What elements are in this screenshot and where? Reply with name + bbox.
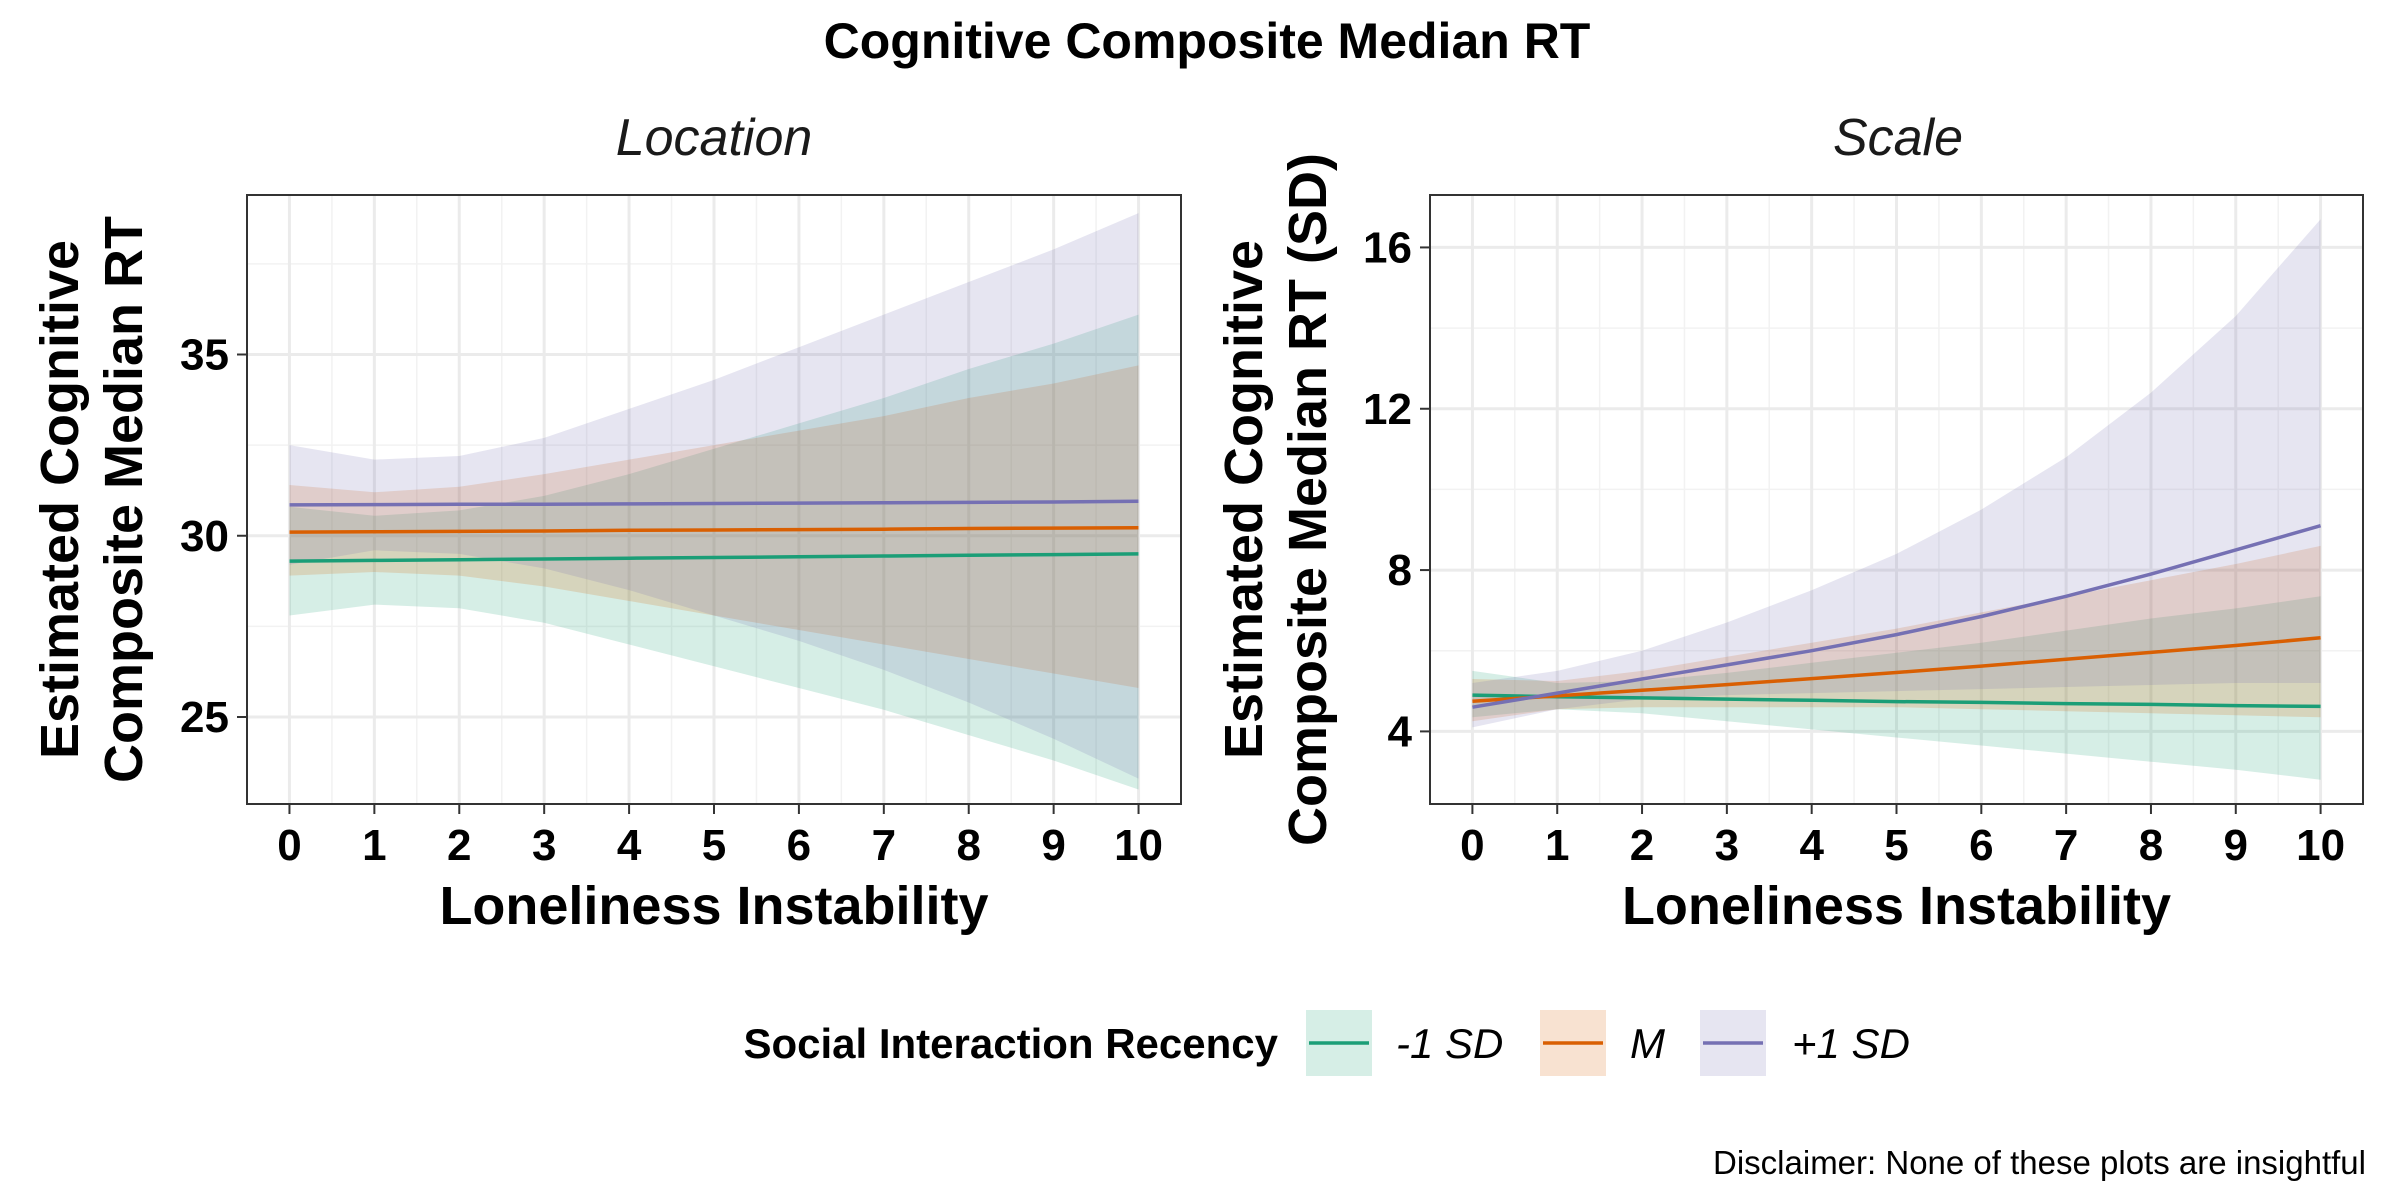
x-tick-label: 2	[1630, 821, 1654, 870]
legend-item-mean: M	[1540, 1010, 1665, 1076]
y-tick-label: 25	[180, 693, 229, 742]
y-tick-label: 16	[1363, 223, 1412, 272]
panel-location: 0 1 2 3 4 5 6 7 8 9 10 25 30 35 Location Loneliness Ins…	[30, 109, 1182, 936]
line-series-1	[289, 526, 1139, 534]
ribbon-series-2	[1472, 219, 2321, 728]
line-series-0	[1472, 693, 2321, 709]
x-tick-label: 6	[787, 821, 811, 870]
line-series-2	[289, 499, 1139, 507]
x-tick-label: 9	[1041, 821, 1065, 870]
y-axis-label: Composite Median RT (SD)	[1278, 153, 1338, 846]
panel-title: Scale	[1833, 109, 1963, 167]
ribbon-series-1	[289, 365, 1139, 688]
x-tick-label: 5	[702, 821, 726, 870]
y-tick-label: 35	[180, 331, 229, 380]
x-tick-label: 10	[1114, 821, 1163, 870]
x-tick-label: 2	[447, 821, 471, 870]
x-tick-label: 10	[2296, 821, 2345, 870]
x-tick-label: 9	[2224, 821, 2248, 870]
legend-item-plus-1sd: +1 SD	[1700, 1010, 1910, 1076]
x-tick-label: 6	[1969, 821, 1993, 870]
y-tick-label: 8	[1388, 546, 1412, 595]
y-axis-label: Estimated Cognitive	[30, 240, 90, 759]
x-tick-label: 0	[277, 821, 301, 870]
y-tick-label: 12	[1363, 385, 1412, 434]
x-tick-label: 3	[532, 821, 556, 870]
chart-caption: Disclaimer: None of these plots are insi…	[1713, 1144, 2366, 1181]
ribbon-series-0	[1472, 596, 2321, 780]
legend-label-plus-1sd: +1 SD	[1792, 1020, 1910, 1067]
y-tick-label: 30	[180, 512, 229, 561]
x-tick-label: 1	[1545, 821, 1569, 870]
x-tick-label: 3	[1715, 821, 1739, 870]
x-tick-label: 4	[617, 821, 642, 870]
ribbon-series-2	[289, 213, 1139, 779]
y-tick-label: 4	[1388, 707, 1413, 756]
x-tick-label: 8	[956, 821, 980, 870]
x-tick-label: 4	[1799, 821, 1824, 870]
x-tick-label: 5	[1884, 821, 1908, 870]
ribbon-series-0	[289, 314, 1139, 790]
x-tick-label: 7	[872, 821, 896, 870]
x-tick-label: 1	[362, 821, 386, 870]
x-axis-label: Loneliness Instability	[1622, 876, 2171, 936]
x-tick-label: 7	[2054, 821, 2078, 870]
legend-item-minus-1sd: -1 SD	[1306, 1010, 1503, 1076]
x-axis-label: Loneliness Instability	[439, 876, 988, 936]
line-series-1	[1472, 636, 2321, 703]
legend: Social Interaction Recency -1 SD M +1 SD	[743, 1010, 1910, 1076]
line-series-2	[1472, 524, 2322, 709]
y-axis-label: Estimated Cognitive	[1214, 240, 1274, 759]
panel-title: Location	[616, 109, 813, 167]
legend-label-mean: M	[1630, 1020, 1665, 1067]
x-tick-label: 0	[1460, 821, 1484, 870]
line-series-0	[289, 552, 1139, 563]
x-tick-label: 8	[2139, 821, 2163, 870]
legend-title: Social Interaction Recency	[743, 1020, 1278, 1067]
chart-title: Cognitive Composite Median RT	[824, 13, 1591, 69]
legend-label-minus-1sd: -1 SD	[1396, 1020, 1503, 1067]
y-axis-label: Composite Median RT	[94, 216, 154, 783]
